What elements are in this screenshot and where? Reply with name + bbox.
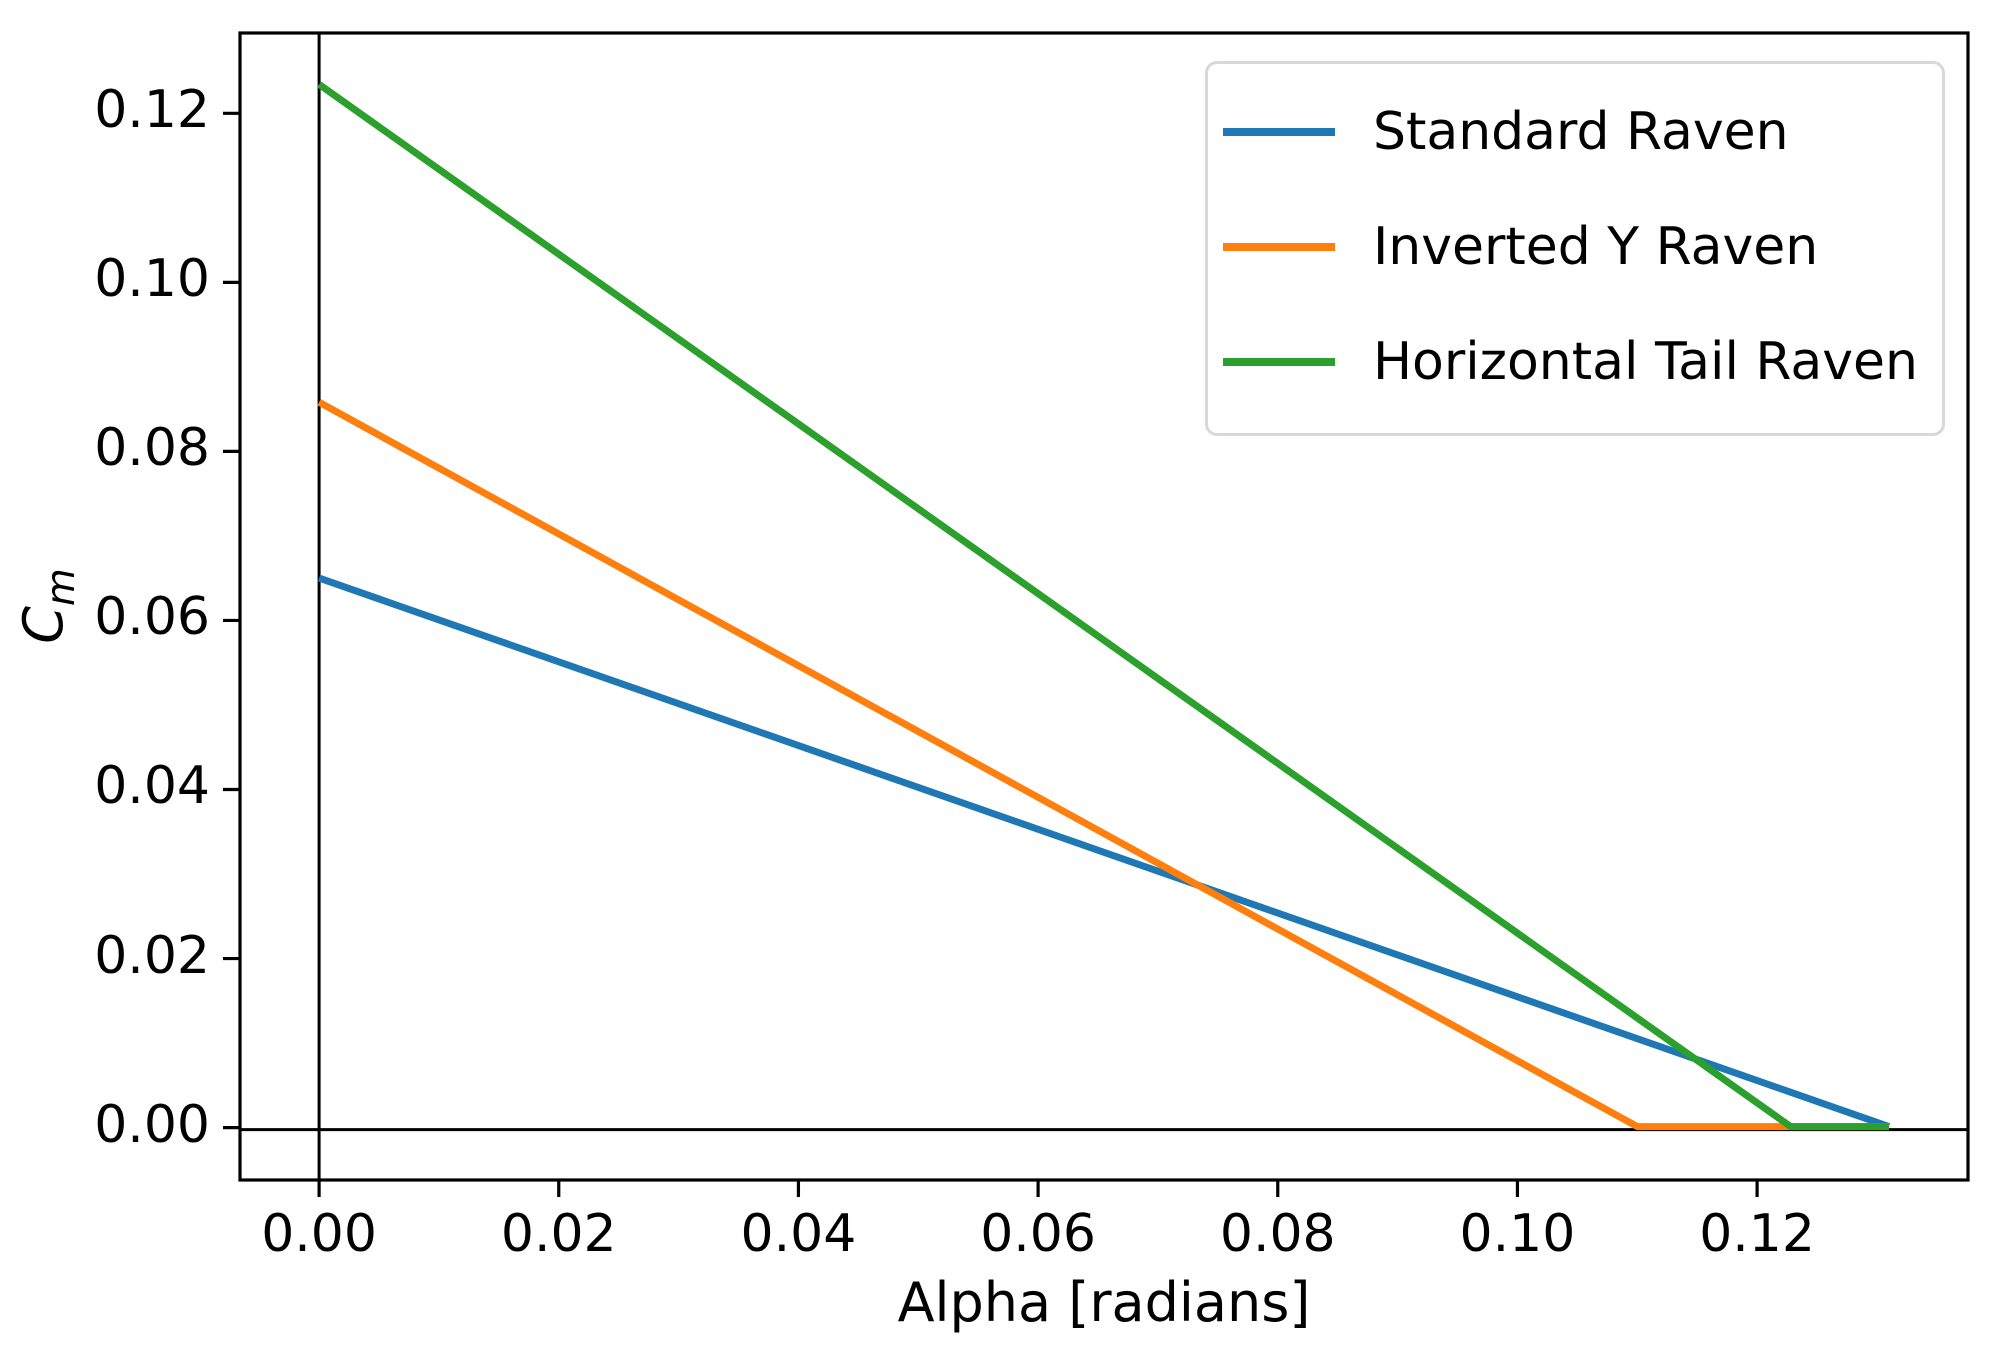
x-tick-label: 0.06 — [980, 1204, 1096, 1264]
line-horizontal-tail-raven — [317, 81, 1889, 1131]
y-tick-label: 0.02 — [94, 925, 210, 986]
legend-item-standard-raven: Standard Raven — [1222, 74, 1918, 189]
legend-item-horizontal-tail-raven: Horizontal Tail Raven — [1222, 304, 1918, 419]
legend-line-swatch-standard-raven — [1222, 127, 1335, 136]
line-standard-raven — [317, 574, 1891, 1130]
legend-label-horizontal-tail-raven: Horizontal Tail Raven — [1372, 331, 1918, 392]
x-tick-label: 0.00 — [261, 1204, 377, 1264]
legend: Standard Raven Inverted Y Raven Horizont… — [1204, 61, 1945, 436]
line-inverted-y-raven — [317, 399, 1889, 1131]
y-axis-label: Cm — [12, 568, 84, 644]
x-tick-label: 0.10 — [1459, 1204, 1576, 1264]
x-tick-label: 0.04 — [740, 1204, 857, 1264]
y-axis-label-symbol: C — [12, 606, 75, 644]
x-axis-label: Alpha [radians] — [897, 1271, 1311, 1334]
x-tick-label: 0.12 — [1699, 1204, 1815, 1264]
x-tick-label: 0.02 — [500, 1204, 617, 1264]
y-axis-label-subscript: m — [38, 568, 84, 607]
y-tick-label: 0.04 — [94, 756, 210, 817]
y-tick-label: 0.08 — [94, 418, 210, 479]
plot-border — [238, 31, 1970, 1182]
x-tick-label: 0.08 — [1219, 1204, 1336, 1264]
legend-line-swatch-inverted-y-raven — [1222, 242, 1335, 251]
y-tick-label: 0.10 — [94, 249, 210, 310]
legend-label-standard-raven: Standard Raven — [1372, 101, 1789, 162]
y-tick-label: 0.06 — [94, 587, 210, 648]
y-tick-label: 0.12 — [94, 80, 210, 141]
legend-line-swatch-horizontal-tail-raven — [1222, 357, 1335, 366]
legend-item-inverted-y-raven: Inverted Y Raven — [1222, 189, 1918, 304]
legend-label-inverted-y-raven: Inverted Y Raven — [1372, 216, 1819, 277]
y-tick-label: 0.00 — [94, 1094, 210, 1155]
